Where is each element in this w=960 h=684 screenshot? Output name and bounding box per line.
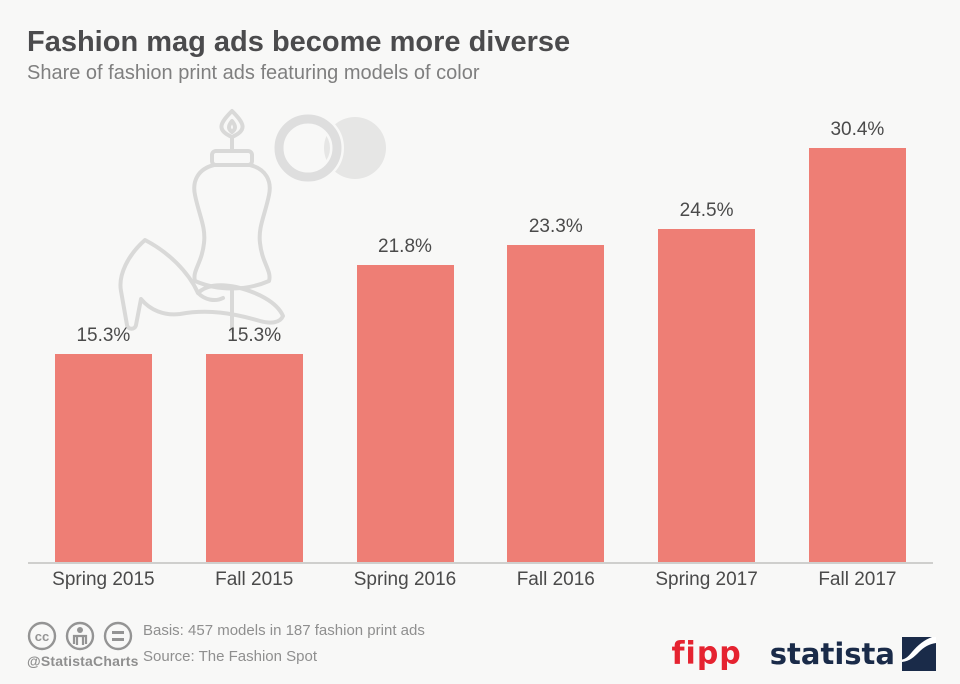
cc-icon: cc <box>27 621 57 651</box>
bar-column: 15.3% Fall 2015 <box>179 110 330 590</box>
cc-license-icons: cc <box>27 621 133 651</box>
fipp-logo: fipp <box>671 635 742 672</box>
bar-value-label: 15.3% <box>76 325 131 346</box>
statista-logo: statista <box>769 636 936 671</box>
bar-column: 21.8% Spring 2016 <box>330 110 481 590</box>
bar-value-label: 23.3% <box>528 216 583 237</box>
page-title: Fashion mag ads become more diverse <box>27 26 571 58</box>
bar-value-label: 24.5% <box>679 200 734 221</box>
bar-category-label: Fall 2017 <box>818 569 897 590</box>
statista-logo-icon <box>902 636 936 671</box>
bar-category-label: Fall 2016 <box>516 569 595 590</box>
bar-category-label: Fall 2015 <box>215 569 294 590</box>
equal-icon <box>103 621 133 651</box>
statista-charts-handle: @StatistaCharts <box>27 653 139 669</box>
bar-value-label: 30.4% <box>830 119 885 140</box>
source-note: Source: The Fashion Spot <box>143 648 317 665</box>
bar-column: 15.3% Spring 2015 <box>28 110 179 590</box>
bar-value-label: 21.8% <box>378 236 432 257</box>
footer-logos: fipp statista <box>671 635 936 672</box>
bar-value-label: 15.3% <box>227 325 282 346</box>
attribution-icon <box>65 621 95 651</box>
x-axis-line <box>28 562 933 564</box>
statista-wordmark: statista <box>769 636 895 671</box>
bar <box>658 229 756 563</box>
high-heel-shoe-icon <box>118 238 285 331</box>
bar-column: 23.3% Fall 2016 <box>480 110 631 590</box>
dress-form-mannequin-icon <box>192 109 272 333</box>
bar <box>55 354 152 563</box>
bar-category-label: Spring 2015 <box>52 569 155 590</box>
overlapping-rings-icon <box>272 112 386 184</box>
basis-note: Basis: 457 models in 187 fashion print a… <box>143 622 425 639</box>
bar-category-label: Spring 2017 <box>655 569 758 590</box>
bar <box>205 354 303 563</box>
bar-column: 30.4% Fall 2017 <box>782 110 933 590</box>
bar <box>356 265 454 563</box>
bar-chart: 15.3% Spring 2015 15.3% Fall 2015 21.8% Sprin… <box>28 110 933 590</box>
bar <box>507 245 605 563</box>
bar-category-label: Spring 2016 <box>353 569 457 590</box>
bar-column: 24.5% Spring 2017 <box>631 110 782 590</box>
fashion-decoration-art <box>118 109 386 333</box>
svg-text:cc: cc <box>35 629 49 644</box>
bar <box>809 148 906 563</box>
page-subtitle: Share of fashion print ads featuring mod… <box>27 62 480 84</box>
